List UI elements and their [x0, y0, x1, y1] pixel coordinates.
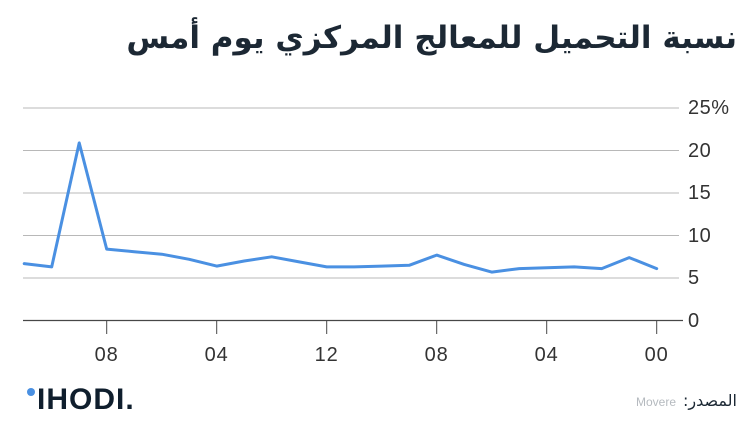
x-axis-label-12: 12: [314, 344, 339, 366]
source-value: Movere: [636, 395, 677, 409]
logo-text: IHODI.: [37, 383, 135, 416]
x-axis-label-08: 08: [424, 344, 449, 366]
x-axis-label-04: 04: [204, 344, 229, 366]
cpu-load-series-line: [22, 141, 659, 274]
y-axis-label-20: 20: [688, 139, 712, 162]
x-axis-label-04: 04: [534, 344, 559, 366]
chart-title: نسبة التحميل للمعالج المركزي يوم أمس: [126, 20, 737, 56]
source-attribution: المصدر: Movere: [636, 391, 737, 411]
y-axis-label-0: 0: [688, 309, 700, 332]
x-axis-label-00: 00: [644, 344, 669, 366]
x-axis-label-08: 08: [94, 344, 119, 366]
logo-dot-icon: [27, 388, 35, 396]
y-axis-label-15: 15: [688, 182, 712, 204]
y-axis-label-10: 10: [688, 224, 712, 247]
y-axis-label-25%: 25%: [688, 97, 730, 119]
y-axis-label-5: 5: [688, 267, 700, 289]
source-label: المصدر:: [683, 391, 737, 410]
ihodl-logo: IHODI.: [27, 385, 135, 415]
